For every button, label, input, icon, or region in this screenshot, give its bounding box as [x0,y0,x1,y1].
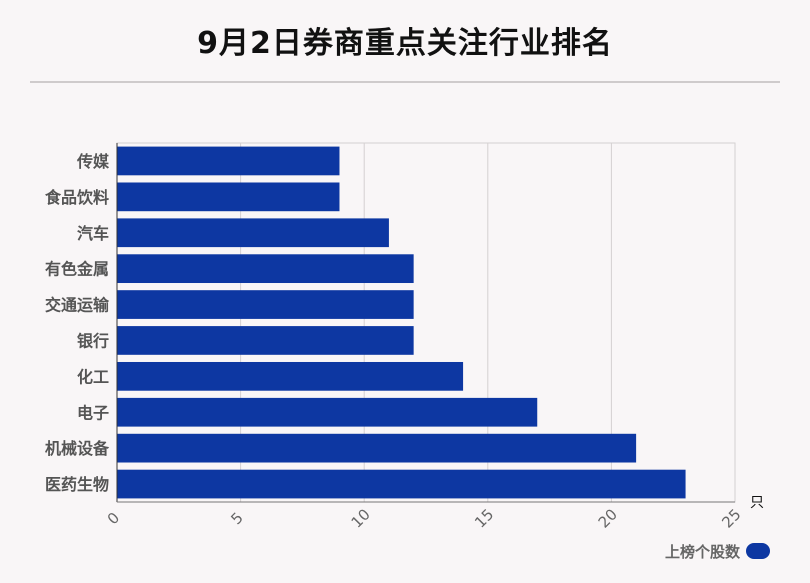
x-tick-label-2: 10 [348,505,374,531]
category-label-3: 汽车 [77,224,109,243]
category-label-5: 交通运输 [45,296,110,315]
category-label-4: 有色金属 [45,260,109,279]
x-axis-unit: 只 [750,495,764,511]
x-tick-label-3: 15 [471,505,497,531]
x-tick-label-0: 0 [104,509,123,528]
category-label-8: 电子 [77,403,109,422]
bar-7 [117,361,464,391]
x-tick-label-5: 25 [718,505,744,531]
x-tick-label-4: 20 [595,505,621,531]
bar-10 [117,469,686,499]
bar-1 [117,146,340,176]
category-label-2: 食品饮料 [44,188,109,207]
bar-8 [117,397,538,427]
legend-swatch [746,543,770,559]
title-divider [30,81,780,83]
bar-2 [117,182,340,212]
bar-3 [117,218,389,248]
chart-title: 9月2日券商重点关注行业排名 [197,26,613,61]
legend[interactable]: 上榜个股数 [665,540,770,562]
bar-6 [117,326,414,355]
category-label-1: 传媒 [76,152,110,171]
legend-label: 上榜个股数 [664,542,740,561]
category-label-7: 化工 [77,367,109,386]
bar-9 [117,433,637,463]
bar-4 [117,254,414,284]
bar-5 [117,290,414,319]
x-tick-label-1: 5 [227,509,246,528]
category-label-6: 银行 [77,331,109,350]
category-label-10: 医药生物 [45,475,109,494]
category-label-9: 机械设备 [45,439,110,458]
